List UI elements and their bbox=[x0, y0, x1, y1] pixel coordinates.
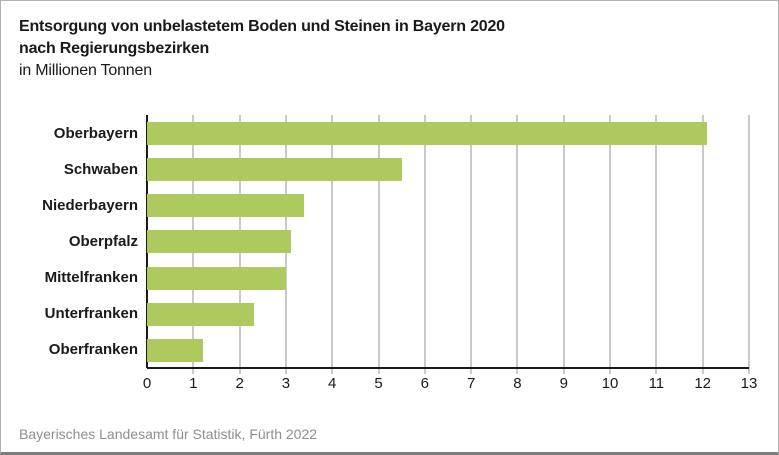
gridline bbox=[331, 115, 334, 374]
chart-subtitle: in Millionen Tonnen bbox=[19, 62, 152, 79]
x-tick-label-11: 11 bbox=[648, 375, 665, 392]
x-tick-label-7: 7 bbox=[466, 375, 476, 392]
bar-oberfranken bbox=[147, 338, 203, 362]
x-tick-label-12: 12 bbox=[694, 375, 712, 392]
gridline bbox=[377, 115, 380, 374]
x-tick-label-4: 4 bbox=[328, 375, 337, 392]
gridline bbox=[609, 115, 612, 374]
gridline bbox=[516, 115, 519, 374]
gridline bbox=[655, 115, 658, 374]
x-tick-label-10: 10 bbox=[601, 375, 619, 392]
gridline bbox=[748, 115, 750, 374]
x-tick-label-9: 9 bbox=[559, 375, 568, 392]
x-tick-label-13: 13 bbox=[740, 375, 758, 392]
gridline bbox=[562, 115, 565, 374]
category-label-mittelfranken: Mittelfranken bbox=[44, 269, 138, 287]
bar-oberpfalz bbox=[147, 230, 291, 254]
gridline bbox=[701, 115, 704, 374]
x-tick-label-3: 3 bbox=[281, 375, 291, 392]
source-note: Bayerisches Landesamt für Statistik, Für… bbox=[19, 426, 318, 442]
bar-oberbayern bbox=[147, 122, 708, 145]
x-tick-label-1: 1 bbox=[189, 375, 198, 392]
chart-title-line-2: nach Regierungsbezirken bbox=[19, 40, 210, 57]
bar-niederbayern bbox=[147, 194, 305, 218]
category-label-schwaben: Schwaben bbox=[63, 160, 138, 178]
bar-unterfranken bbox=[147, 302, 254, 326]
category-label-oberfranken: Oberfranken bbox=[48, 341, 138, 359]
category-label-unterfranken: Unterfranken bbox=[44, 305, 138, 323]
bar-schwaben bbox=[147, 158, 402, 182]
x-axis-line bbox=[147, 367, 749, 369]
chart-title-line-1: Entsorgung von unbelastetem Boden und St… bbox=[19, 18, 505, 35]
gridline bbox=[423, 115, 426, 374]
gridline bbox=[470, 115, 473, 374]
plot-area bbox=[146, 115, 750, 374]
x-tick-label-8: 8 bbox=[513, 375, 522, 392]
x-tick-label-2: 2 bbox=[235, 375, 244, 392]
chart-header: Entsorgung von unbelastetem Boden und St… bbox=[19, 16, 759, 82]
category-label-niederbayern: Niederbayern bbox=[42, 196, 138, 214]
bar-mittelfranken bbox=[147, 266, 286, 290]
category-label-oberpfalz: Oberpfalz bbox=[68, 233, 138, 250]
x-tick-label-6: 6 bbox=[420, 375, 430, 392]
category-label-oberbayern: Oberbayern bbox=[53, 124, 138, 142]
x-tick-label-0: 0 bbox=[142, 375, 152, 392]
x-tick-label-5: 5 bbox=[374, 375, 383, 392]
